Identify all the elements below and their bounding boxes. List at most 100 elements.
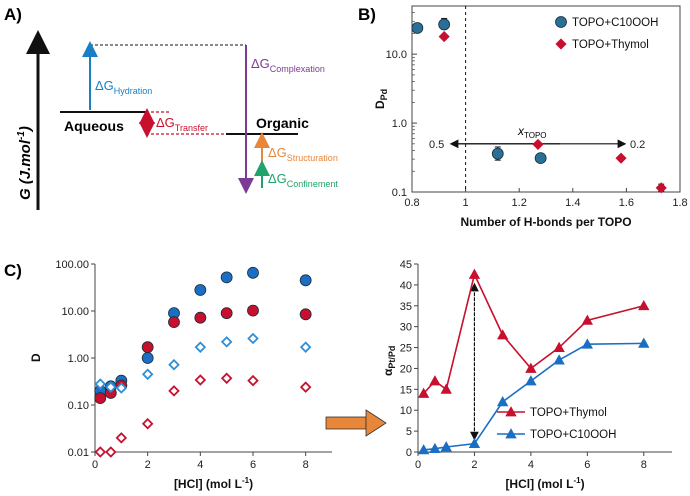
data-point (496, 396, 509, 407)
data-point (553, 341, 565, 352)
aqueous-label: Aqueous (64, 118, 124, 134)
data-point (94, 446, 107, 458)
data-point (525, 362, 537, 373)
y-tick-label: 0.10 (68, 400, 89, 412)
data-point (168, 316, 180, 329)
data-point (247, 374, 259, 387)
data-point (438, 31, 450, 43)
data-point (141, 352, 154, 364)
data-point (194, 311, 207, 324)
x-tick-label: 0 (92, 459, 98, 471)
data-point (141, 368, 154, 381)
data-point (141, 417, 154, 430)
complexation-label: ΔGComplexation (251, 56, 325, 74)
y-tick-label: 100.00 (55, 259, 89, 271)
series-line (423, 272, 644, 395)
data-point (115, 382, 128, 394)
data-point (440, 383, 452, 394)
legend-label: TOPO+Thymol (530, 407, 607, 419)
y-tick-label: 0.01 (68, 447, 89, 459)
y-tick-label: 10.0 (386, 49, 407, 61)
data-point (299, 308, 312, 321)
y-tick-label: 5 (406, 426, 412, 438)
x-tick-label: 4 (197, 459, 203, 471)
x-tick-label: 1 (463, 197, 469, 209)
data-point (247, 266, 259, 279)
panel-b-label: B) (358, 5, 376, 24)
fraction-left-value: 0.5 (429, 139, 444, 151)
data-point (615, 152, 627, 164)
x-tick-label: 1.8 (672, 197, 687, 209)
data-point (496, 329, 509, 340)
fraction-label: xTOPO (517, 124, 547, 140)
data-point (491, 147, 504, 160)
y-tick-label: 30 (400, 322, 412, 334)
data-point (299, 274, 312, 287)
data-point (525, 375, 537, 386)
data-point (440, 441, 452, 452)
y-tick-label: 45 (400, 259, 412, 271)
data-point (429, 375, 441, 386)
data-point (94, 392, 107, 405)
legend-marker (555, 38, 567, 50)
x-tick-label: 2 (471, 459, 477, 471)
legend-marker (555, 16, 567, 28)
data-point (220, 372, 233, 385)
y-axis-title: αPt/Pd (381, 346, 397, 376)
data-point (581, 338, 594, 349)
x-tick-label: 8 (641, 459, 647, 471)
y-axis-title: D (29, 353, 43, 362)
organic-label: Organic (256, 115, 309, 131)
fraction-right-value: 0.2 (630, 139, 645, 151)
x-axis-title: Number of H-bonds per TOPO (460, 215, 631, 229)
panel-a: A) G (J.mol-1) Aqueous Organic ΔGHydrati… (4, 5, 338, 210)
panel-b: B) 0.1 1.0 10.0 0.8 1 1.2 1.4 1.6 1.8 0.5 0.2 xTOPO… (358, 5, 688, 229)
data-point (168, 358, 180, 371)
confinement-label: ΔGConfinement (268, 171, 338, 189)
chart-c-distribution: 0.01 0.10 1.00 10.00 100.00 0 2 4 6 8 [HCl] (mol L… (29, 259, 332, 491)
data-point (468, 268, 481, 279)
data-point (194, 374, 207, 386)
data-point (638, 299, 650, 311)
data-point (638, 337, 650, 348)
data-point (105, 446, 117, 458)
data-point (299, 341, 312, 353)
x-tick-label: 0 (415, 459, 421, 471)
x-tick-label: 0.8 (404, 197, 419, 209)
transfer-label: ΔGTransfer (156, 115, 208, 133)
y-tick-label: 10 (400, 405, 412, 417)
data-point (438, 18, 451, 31)
y-tick-label: 35 (400, 301, 412, 313)
y-tick-label: 40 (400, 280, 412, 292)
data-point (220, 336, 233, 348)
plot-b-frame (411, 5, 681, 193)
data-point (417, 387, 430, 398)
y-tick-label: 0 (406, 447, 412, 459)
y-tick-label: 0.1 (392, 187, 407, 199)
data-point (299, 381, 312, 393)
legend-label: TOPO+Thymol (572, 39, 649, 51)
legend-marker (505, 428, 517, 439)
x-tick-label: 4 (528, 459, 534, 471)
x-tick-label: 8 (303, 459, 309, 471)
y-tick-label: 15 (400, 384, 412, 396)
x-tick-label: 6 (584, 459, 590, 471)
data-point (220, 307, 233, 320)
data-point (94, 378, 107, 390)
hydration-label: ΔGHydration (95, 78, 152, 96)
data-point (194, 284, 207, 296)
x-tick-label: 1.2 (512, 197, 527, 209)
data-point (105, 381, 117, 393)
x-tick-label: 6 (250, 459, 256, 471)
chart-c-selectivity: 0 5 10 15 20 25 30 35 40 45 0 2 4 6 8 [HCl] (mol L-1) αP… (381, 259, 672, 491)
panel-c-label: C) (4, 261, 22, 280)
panel-c: C) 0.01 0.10 1.00 10.00 100.00 0 2 4 6 8 [HCl] (mo… (4, 259, 672, 491)
legend-label: TOPO+C10OOH (530, 429, 616, 441)
y-tick-label: 1.0 (392, 118, 407, 130)
y-axis-title: DPd (373, 89, 389, 109)
data-point (247, 304, 259, 317)
legend-marker (505, 406, 517, 417)
chart-b: 0.1 1.0 10.0 0.8 1 1.2 1.4 1.6 1.8 0.5 0.2 xTOPO Num… (373, 5, 688, 229)
data-point (553, 354, 565, 365)
